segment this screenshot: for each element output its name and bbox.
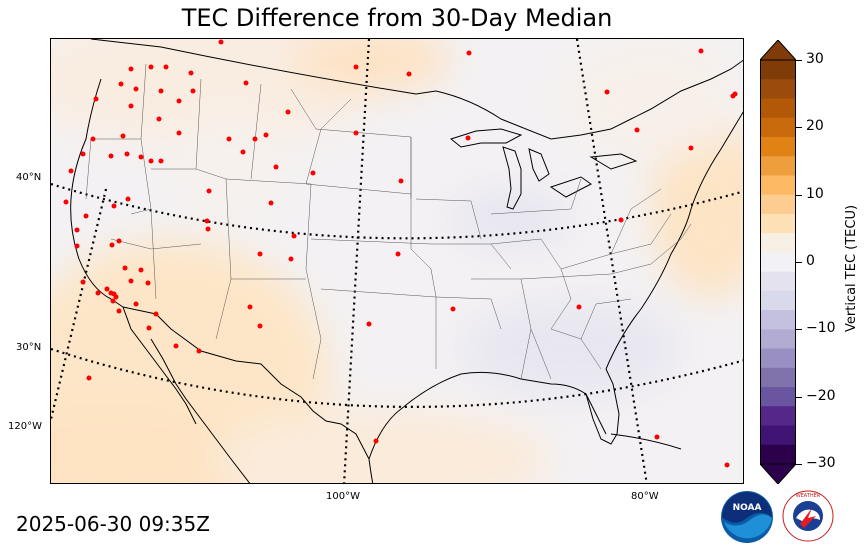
graticule bbox=[51, 39, 743, 483]
colorbar-tick-mark bbox=[796, 127, 802, 129]
tec-field bbox=[51, 39, 743, 483]
colorbar-segment bbox=[760, 425, 796, 446]
colorbar-tick-mark bbox=[796, 262, 802, 263]
colorbar-tick-label: −30 bbox=[806, 455, 836, 471]
colorbar-title: Vertical TEC (TECU) bbox=[844, 204, 859, 332]
colorbar-segment bbox=[760, 329, 796, 350]
colorbar-segment bbox=[760, 367, 796, 388]
colorbar-segment bbox=[760, 136, 796, 157]
nws-logo: WEATHER bbox=[782, 490, 834, 542]
colorbar-segment bbox=[760, 117, 796, 138]
colorbar-tick-label: −20 bbox=[806, 387, 836, 404]
colorbar-tick-mark bbox=[796, 194, 802, 196]
lon-label-80: 80°W bbox=[631, 491, 659, 502]
colorbar-segment bbox=[760, 213, 796, 234]
lat-label-40: 40°N bbox=[16, 172, 42, 183]
tec-map bbox=[50, 38, 744, 484]
colorbar-extend-top bbox=[760, 40, 796, 61]
colorbar-tick-mark bbox=[796, 464, 802, 465]
colorbar-segment bbox=[760, 60, 796, 80]
colorbar-segment bbox=[760, 444, 796, 465]
svg-text:NOAA: NOAA bbox=[733, 503, 762, 513]
colorbar-tick-mark bbox=[796, 329, 802, 331]
state-lines bbox=[85, 63, 692, 380]
colorbar-segment bbox=[760, 387, 796, 407]
lon-label-100: 100°W bbox=[326, 491, 360, 502]
colorbar-segment bbox=[760, 98, 796, 119]
svg-text:WEATHER: WEATHER bbox=[796, 493, 821, 499]
colorbar-segment bbox=[760, 252, 796, 273]
colorbar-tick-label: 30 bbox=[806, 51, 824, 67]
map-canvas bbox=[51, 39, 743, 483]
colorbar-tick-label: 0 bbox=[806, 253, 815, 269]
station-markers bbox=[63, 39, 738, 468]
map-title: TEC Difference from 30-Day Median bbox=[181, 4, 613, 32]
colorbar-segment bbox=[760, 175, 796, 196]
colorbar-segment bbox=[760, 348, 796, 369]
colorbar-segment bbox=[760, 156, 796, 176]
colorbar-segment bbox=[760, 79, 796, 99]
colorbar bbox=[760, 40, 796, 484]
colorbar-tick-mark bbox=[796, 396, 802, 398]
lon-label-120: 120°W bbox=[8, 421, 42, 432]
colorbar-segment bbox=[760, 194, 796, 215]
noaa-logo: NOAA bbox=[721, 491, 773, 543]
colorbar-segment bbox=[760, 310, 796, 330]
colorbar-segment bbox=[760, 233, 796, 253]
colorbar-extend-bottom bbox=[760, 463, 796, 484]
colorbar-tick-label: −10 bbox=[806, 320, 836, 337]
colorbar-tick-label: 10 bbox=[806, 185, 824, 202]
colorbar-segment bbox=[760, 271, 796, 292]
timestamp: 2025-06-30 09:35Z bbox=[16, 512, 210, 536]
borders bbox=[70, 39, 743, 483]
colorbar-segment bbox=[760, 406, 796, 427]
colorbar-tick-mark bbox=[796, 60, 802, 61]
colorbar-tick-label: 20 bbox=[806, 118, 824, 135]
lat-label-30: 30°N bbox=[16, 342, 42, 353]
colorbar-segment bbox=[760, 290, 796, 311]
